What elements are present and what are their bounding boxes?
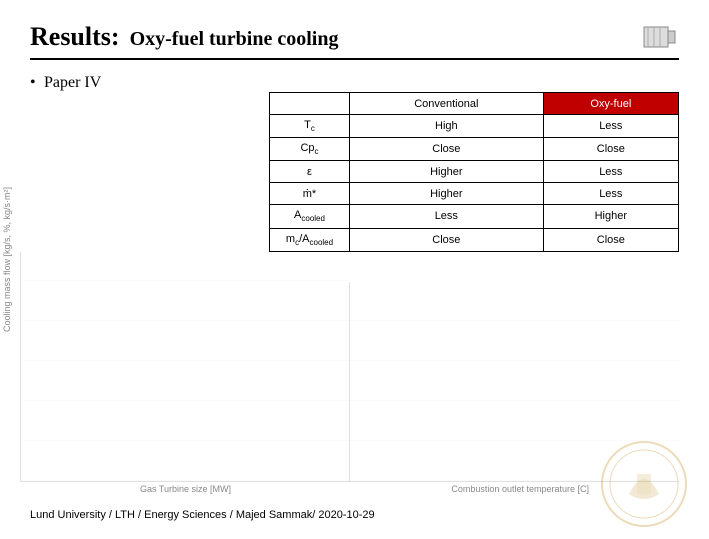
cell: Higher	[350, 161, 544, 183]
chart-left-xlabel: Gas Turbine size [MW]	[140, 484, 231, 494]
table-row: Acooled Less Higher	[270, 205, 679, 228]
cell: Close	[543, 228, 678, 251]
footer: Lund University / LTH / Energy Sciences …	[30, 509, 375, 521]
bullet-dot: •	[30, 74, 40, 92]
row-label-cpc: Cpc	[270, 138, 350, 161]
header-oxyfuel: Oxy-fuel	[543, 93, 678, 115]
table-row: ε Higher Less	[270, 161, 679, 183]
row-label-mstar: ṁ*	[270, 183, 350, 205]
cell: Higher	[543, 205, 678, 228]
cell: Close	[543, 138, 678, 161]
slide: Results: Oxy-fuel turbine cooling • Pape…	[0, 0, 709, 539]
bullet-paper: • Paper IV	[30, 74, 679, 92]
cell: Less	[543, 183, 678, 205]
row-label-eps: ε	[270, 161, 350, 183]
chart-right-xlabel: Combustion outlet temperature [C]	[451, 484, 589, 494]
title-row: Results: Oxy-fuel turbine cooling	[30, 20, 679, 60]
university-seal-icon	[599, 439, 689, 529]
cell: Close	[350, 138, 544, 161]
title-sub: Oxy-fuel turbine cooling	[130, 28, 339, 50]
bullet-text: Paper IV	[44, 74, 101, 91]
header-conventional: Conventional	[350, 93, 544, 115]
header-blank	[270, 93, 350, 115]
cell: High	[350, 115, 544, 138]
title-main: Results:	[30, 22, 120, 51]
table-row: Cpc Close Close	[270, 138, 679, 161]
cell: Less	[543, 115, 678, 138]
row-label-tc: Tc	[270, 115, 350, 138]
cell: Higher	[350, 183, 544, 205]
cell: Less	[543, 161, 678, 183]
cell: Close	[350, 228, 544, 251]
comparison-table: Conventional Oxy-fuel Tc High Less Cpc C…	[269, 92, 679, 252]
content-area: Conventional Oxy-fuel Tc High Less Cpc C…	[30, 102, 679, 482]
chart-left	[20, 252, 350, 482]
turbine-icon	[639, 20, 679, 54]
row-label-mc-acooled: mc/Acooled	[270, 228, 350, 251]
table-row: mc/Acooled Close Close	[270, 228, 679, 251]
chart-left-ylabel: Cooling mass flow [kg/s, %, kg/s·m²]	[2, 187, 12, 332]
row-label-acooled: Acooled	[270, 205, 350, 228]
table-header-row: Conventional Oxy-fuel	[270, 93, 679, 115]
table-row: Tc High Less	[270, 115, 679, 138]
cell: Less	[350, 205, 544, 228]
title: Results: Oxy-fuel turbine cooling	[30, 22, 338, 52]
table-row: ṁ* Higher Less	[270, 183, 679, 205]
